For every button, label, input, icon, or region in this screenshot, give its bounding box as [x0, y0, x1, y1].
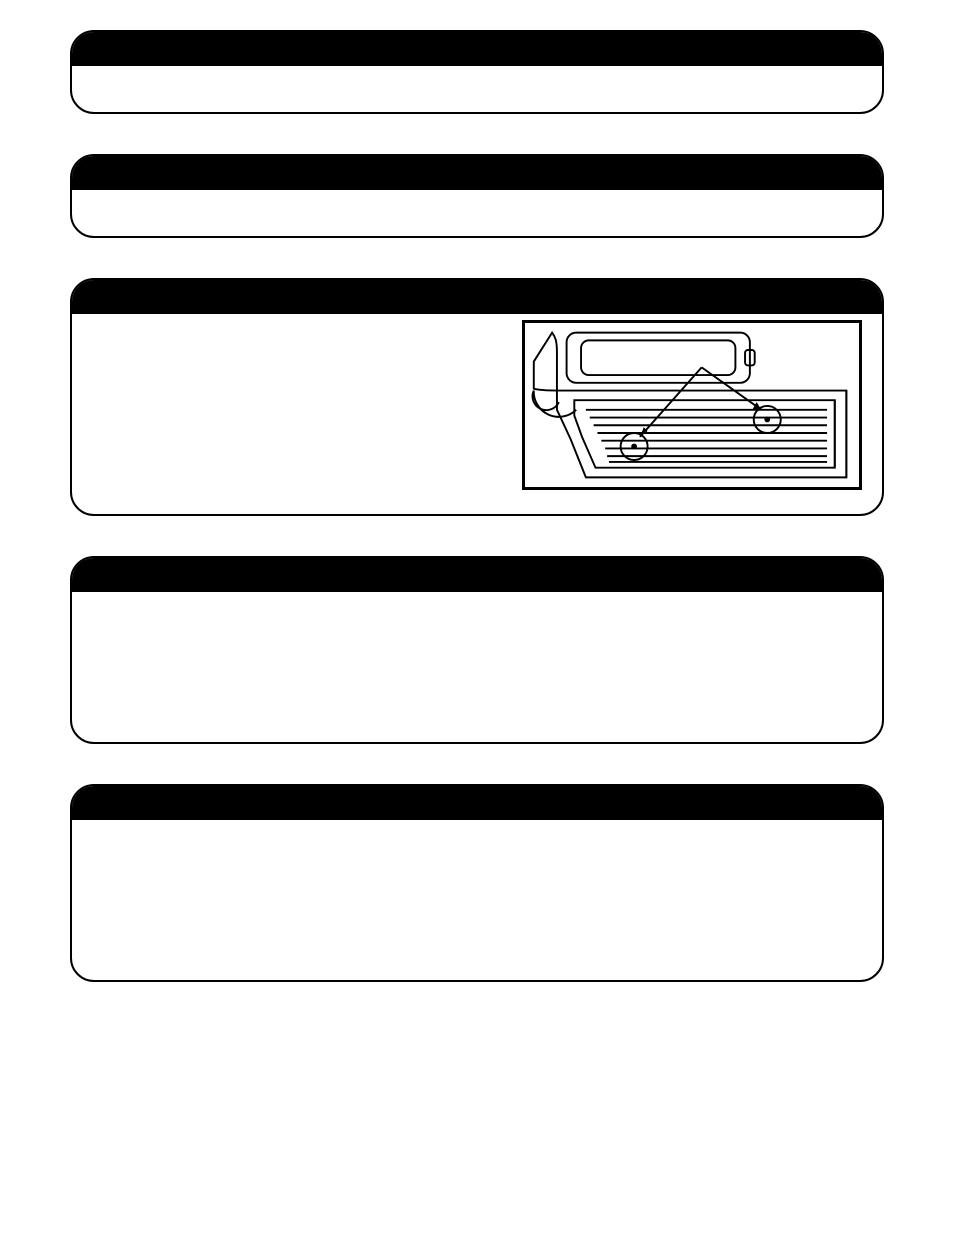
instruction-panel-3 — [70, 278, 884, 516]
panel-1-header — [72, 32, 882, 66]
panel-1-body — [72, 66, 882, 112]
instruction-panel-4 — [70, 556, 884, 744]
instruction-panel-1 — [70, 30, 884, 114]
panel-3-body — [72, 314, 882, 514]
panel-3-header — [72, 280, 882, 314]
instruction-panel-5 — [70, 784, 884, 982]
panel-5-header — [72, 786, 882, 820]
instruction-panel-2 — [70, 154, 884, 238]
truck-bed-figure — [522, 320, 862, 490]
panel-2-body — [72, 190, 882, 236]
panel-2-header — [72, 156, 882, 190]
panel-4-body — [72, 592, 882, 742]
panel-5-body — [72, 820, 882, 980]
panel-4-header — [72, 558, 882, 592]
page-container — [0, 0, 954, 982]
truck-bed-svg — [525, 323, 859, 487]
